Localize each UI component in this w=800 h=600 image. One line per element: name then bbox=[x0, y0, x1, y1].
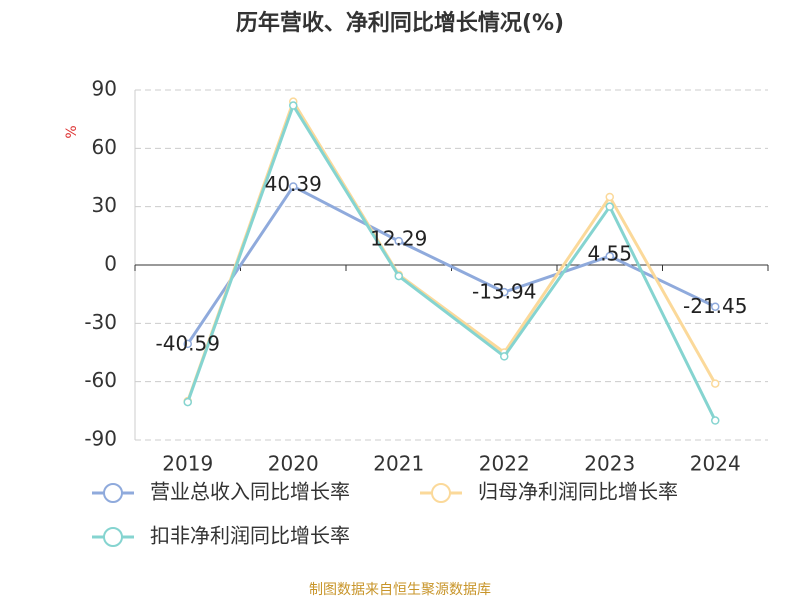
y-tick-label: 30 bbox=[92, 193, 117, 217]
x-tick-label: 2019 bbox=[162, 452, 213, 476]
data-point bbox=[500, 352, 509, 361]
data-point bbox=[711, 379, 720, 388]
legend-label: 扣非净利润同比增长率 bbox=[150, 524, 350, 548]
legend-swatch bbox=[103, 527, 123, 547]
legend-swatch bbox=[103, 483, 123, 503]
series-line bbox=[186, 98, 717, 402]
x-tick-label: 2023 bbox=[584, 452, 635, 476]
data-point bbox=[394, 236, 403, 246]
data-point bbox=[183, 339, 192, 349]
y-tick-label: 90 bbox=[92, 77, 117, 101]
x-tick-label: 2024 bbox=[690, 452, 741, 476]
series-line bbox=[186, 184, 716, 345]
data-label: 40.39 bbox=[265, 172, 322, 196]
data-point bbox=[500, 287, 509, 297]
data-point bbox=[711, 302, 720, 311]
x-tick-label: 2022 bbox=[479, 452, 530, 476]
source-note: 制图数据来自恒生聚源数据库 bbox=[309, 582, 491, 598]
legend-label: 归母净利润同比增长率 bbox=[478, 480, 678, 504]
data-point bbox=[289, 182, 298, 191]
y-tick-label: -60 bbox=[84, 368, 117, 392]
data-point bbox=[394, 271, 403, 281]
data-label: -13.94 bbox=[472, 280, 536, 304]
data-point bbox=[711, 416, 720, 425]
y-tick-label: 0 bbox=[104, 252, 117, 276]
chart-title: 历年营收、净利同比增长情况(%) bbox=[236, 10, 564, 36]
data-label: 12.29 bbox=[370, 227, 427, 251]
legend-swatch bbox=[431, 483, 451, 503]
data-point bbox=[605, 251, 614, 261]
data-label: 4.55 bbox=[587, 242, 632, 266]
y-tick-label: -90 bbox=[84, 427, 117, 451]
data-point bbox=[289, 101, 298, 110]
data-label: -40.59 bbox=[156, 331, 220, 355]
data-point bbox=[605, 192, 614, 202]
series-line bbox=[186, 102, 717, 422]
data-point bbox=[183, 397, 192, 407]
x-tick-label: 2021 bbox=[373, 452, 424, 476]
data-label: -21.45 bbox=[683, 294, 747, 318]
legend-label: 营业总收入同比增长率 bbox=[150, 480, 350, 504]
x-tick-label: 2020 bbox=[268, 452, 319, 476]
y-tick-label: 60 bbox=[92, 135, 117, 159]
y-tick-label: -30 bbox=[84, 310, 117, 334]
data-point bbox=[605, 202, 614, 211]
y-axis-label: % bbox=[64, 125, 80, 138]
